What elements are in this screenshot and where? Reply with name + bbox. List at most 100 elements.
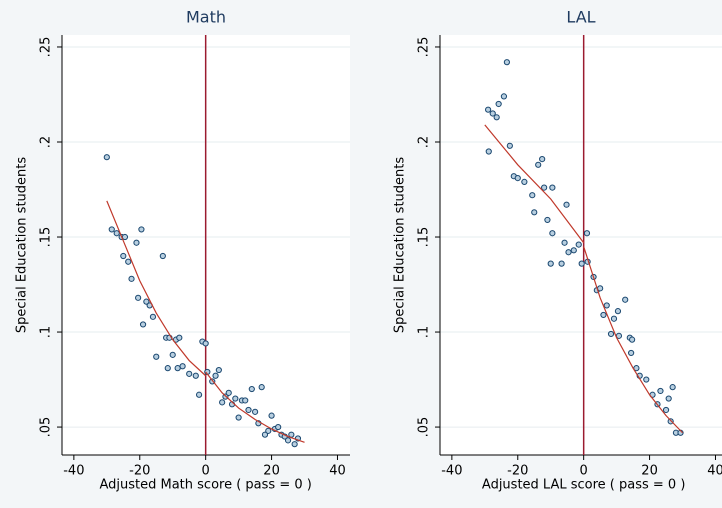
point bbox=[500, 93, 508, 100]
point bbox=[179, 363, 186, 370]
point bbox=[103, 154, 110, 161]
point bbox=[629, 336, 636, 343]
y-tick-label: .2 bbox=[39, 136, 54, 148]
point bbox=[607, 330, 615, 338]
point bbox=[565, 249, 572, 256]
point bbox=[503, 59, 510, 66]
panel-title: Math bbox=[186, 8, 226, 27]
x-tick-label: -40 bbox=[441, 464, 462, 479]
point bbox=[529, 192, 536, 199]
fit-line bbox=[484, 124, 585, 244]
point bbox=[622, 296, 629, 303]
point bbox=[265, 427, 272, 434]
point bbox=[485, 106, 492, 113]
point bbox=[149, 313, 157, 320]
point bbox=[665, 395, 672, 402]
fit-line bbox=[205, 371, 305, 443]
point bbox=[541, 184, 548, 191]
point bbox=[275, 423, 282, 431]
y-tick-label: .05 bbox=[39, 417, 54, 438]
point bbox=[192, 372, 199, 379]
x-tick-label: -40 bbox=[63, 464, 84, 479]
point bbox=[268, 412, 275, 419]
point bbox=[662, 406, 670, 414]
point bbox=[195, 391, 203, 398]
x-tick-label: 20 bbox=[263, 464, 280, 479]
point bbox=[563, 201, 570, 208]
x-tick-label: -20 bbox=[129, 464, 150, 479]
point bbox=[610, 315, 618, 322]
fit-line bbox=[106, 200, 207, 377]
point bbox=[258, 384, 265, 391]
fit-line bbox=[583, 246, 683, 434]
point bbox=[219, 399, 226, 406]
point bbox=[669, 384, 676, 391]
panel-title: LAL bbox=[566, 8, 595, 27]
y-tick-label: .15 bbox=[39, 227, 54, 248]
point bbox=[125, 258, 132, 265]
point bbox=[186, 370, 193, 377]
point bbox=[164, 365, 171, 372]
point bbox=[245, 406, 252, 414]
point bbox=[176, 334, 183, 341]
point bbox=[583, 230, 591, 237]
point bbox=[614, 308, 622, 315]
point bbox=[643, 376, 650, 383]
point bbox=[603, 302, 610, 309]
point bbox=[202, 340, 209, 347]
x-tick-label: 0 bbox=[202, 464, 210, 479]
point bbox=[521, 178, 528, 186]
point bbox=[493, 114, 500, 121]
y-tick-label: .2 bbox=[417, 136, 432, 148]
point bbox=[232, 395, 239, 402]
point bbox=[139, 321, 147, 328]
y-tick-label: .15 bbox=[417, 227, 432, 248]
point bbox=[539, 155, 546, 163]
point bbox=[558, 260, 565, 267]
point bbox=[575, 241, 582, 248]
point bbox=[570, 247, 577, 254]
y-axis-title: Special Education students bbox=[15, 157, 30, 334]
x-tick-label: 0 bbox=[580, 464, 588, 479]
point bbox=[128, 275, 135, 282]
point bbox=[242, 397, 249, 404]
point bbox=[133, 239, 140, 246]
point bbox=[531, 209, 538, 216]
x-tick-label: 40 bbox=[707, 464, 722, 479]
point bbox=[561, 239, 568, 246]
point bbox=[291, 441, 298, 448]
point bbox=[597, 285, 604, 292]
y-tick-label: .1 bbox=[39, 326, 54, 338]
point bbox=[215, 366, 222, 374]
point bbox=[108, 226, 115, 233]
point bbox=[153, 353, 160, 360]
point bbox=[225, 389, 232, 396]
point bbox=[495, 100, 502, 108]
point bbox=[514, 175, 521, 182]
y-tick-label: .05 bbox=[417, 417, 432, 438]
point bbox=[159, 252, 166, 260]
point bbox=[235, 414, 242, 421]
point bbox=[248, 385, 255, 393]
point bbox=[138, 226, 145, 233]
point bbox=[628, 349, 635, 357]
y-tick-label: .25 bbox=[417, 37, 432, 58]
point bbox=[600, 311, 607, 319]
x-tick-label: 40 bbox=[329, 464, 346, 479]
point bbox=[578, 260, 585, 267]
point bbox=[535, 161, 542, 168]
point bbox=[544, 216, 551, 224]
x-tick-label: -20 bbox=[507, 464, 528, 479]
point bbox=[135, 294, 142, 301]
y-tick-label: .25 bbox=[39, 37, 54, 58]
point bbox=[657, 387, 664, 395]
x-axis-title: Adjusted Math score ( pass = 0 ) bbox=[99, 478, 311, 493]
y-axis-title: Special Education students bbox=[393, 157, 408, 334]
point bbox=[547, 260, 554, 267]
point bbox=[251, 408, 259, 415]
point bbox=[212, 372, 219, 379]
point bbox=[120, 252, 127, 260]
x-axis-title: Adjusted LAL score ( pass = 0 ) bbox=[482, 478, 686, 493]
